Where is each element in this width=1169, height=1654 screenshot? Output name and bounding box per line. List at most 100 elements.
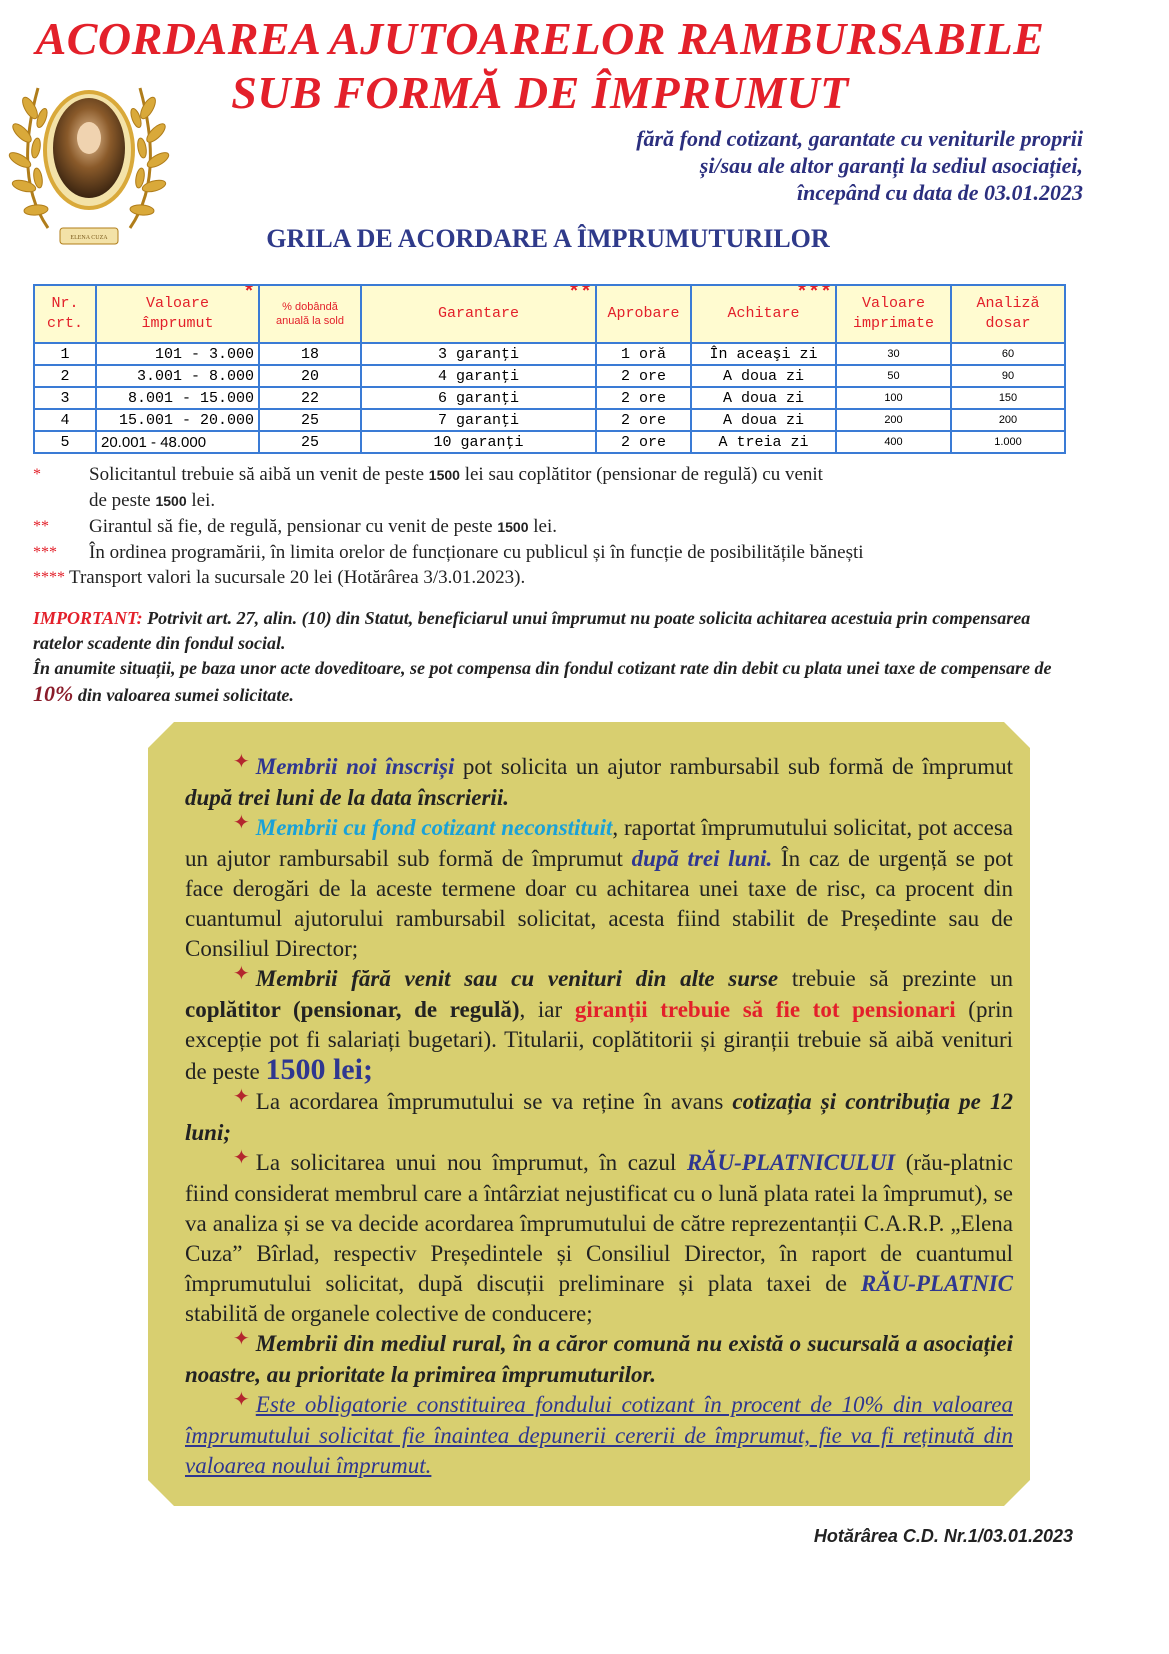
condition-paragraph: ✦ La solicitarea unui nou împrumut, în ca…	[185, 1147, 1013, 1329]
star-bullet-icon: ✦	[233, 1147, 250, 1169]
footnote-stars: ***	[795, 285, 832, 305]
logo-ribbon-text: ELENA CUZA	[70, 235, 108, 241]
condition-paragraph: ✦ Membrii din mediul rural, în a căror co…	[185, 1328, 1013, 1390]
column-header: Analiză dosar	[950, 284, 1066, 344]
table-cell: 8.001 - 15.000	[95, 386, 260, 410]
footnote-text: de peste	[89, 490, 156, 511]
table-cell: 2 ore	[595, 430, 692, 454]
paragraph-segment: Membrii noi înscriși	[255, 754, 455, 779]
paragraph-segment: pot solicita un ajutor rambursabil sub f…	[454, 754, 1014, 779]
table-cell: 2 ore	[595, 364, 692, 388]
footnotes: * Solicitantul trebuie să aibă un venit d…	[33, 462, 1033, 590]
laurel-portrait-logo-icon: ELENA CUZA	[8, 87, 172, 245]
footnote-marker: ****	[33, 569, 65, 586]
footnote-text: lei sau coplătitor (pensionar de regulă)…	[459, 464, 823, 485]
table-row: 4 15.001 - 20.000 25 7 garanţi 2 ore A doua z…	[33, 408, 1066, 432]
column-header: Garantare **	[360, 284, 597, 344]
table-row: 2 3.001 - 8.000 20 4 garanţi 2 ore A doua zi 5…	[33, 364, 1066, 388]
paragraph-segment: stabilită de organele colective de condu…	[185, 1301, 593, 1326]
table-cell: 3 garanţi	[360, 342, 597, 366]
table-cell: 2 ore	[595, 408, 692, 432]
table-cell: 2	[33, 364, 97, 388]
footnote-marker: ***	[33, 544, 57, 561]
table-cell: 60	[950, 342, 1066, 366]
table-cell: 3	[33, 386, 97, 410]
important-text: Potrivit art. 27, alin. (10) din Statut,…	[33, 608, 1031, 653]
table-cell: 5	[33, 430, 97, 454]
conditions-box	[148, 722, 1030, 1506]
table-cell: 15.001 - 20.000	[95, 408, 260, 432]
header-label: dosar	[985, 315, 1031, 332]
paragraph-segment: cotizația și contribuția pe 12 luni;	[185, 1089, 1013, 1145]
table-cell: 7 garanţi	[360, 408, 597, 432]
paragraph-segment: Membrii cu fond cotizant neconstituit	[255, 815, 613, 840]
subtitle-line2: și/sau ale altor garanți la sediul asoci…	[699, 153, 1083, 178]
paragraph-segment: RĂU-PLATNICULUI	[686, 1150, 896, 1175]
star-bullet-icon: ✦	[233, 1328, 250, 1350]
footnote-1: * Solicitantul trebuie să aibă un venit d…	[33, 462, 1033, 514]
paragraph-segment: (rău-platnic fiind considerat membrul ca…	[185, 1150, 1013, 1296]
paragraph-segment: 1500 lei;	[265, 1053, 373, 1086]
table-cell: 22	[258, 386, 362, 410]
table-cell: 50	[835, 364, 952, 388]
table-cell: 4 garanţi	[360, 364, 597, 388]
star-bullet-icon: ✦	[233, 1086, 250, 1108]
table-cell: 25	[258, 430, 362, 454]
table-cell: A doua zi	[690, 364, 837, 388]
header-label: împrumut	[141, 315, 214, 332]
paragraph-segment: după trei luni.	[631, 846, 773, 871]
paragraph-segment: La acordarea împrumutului se va reține î…	[255, 1089, 733, 1114]
table-cell: 400	[835, 430, 952, 454]
table-cell: A treia zi	[690, 430, 837, 454]
header-label: Nr.	[51, 295, 79, 312]
header-label: imprimate	[852, 315, 934, 332]
footnote-4: **** Transport valori la sucursale 20 lei…	[33, 565, 1033, 590]
footnote-number: 1500	[497, 519, 529, 535]
table-row: 3 8.001 - 15.000 22 6 garanţi 2 ore A doua zi…	[33, 386, 1066, 410]
table-header-row: Nr. crt. Valoare împrumut * % dobândă anuală l…	[33, 284, 1066, 344]
table-cell: 101 - 3.000	[95, 342, 260, 366]
table-cell: A doua zi	[690, 386, 837, 410]
column-header: % dobândă anuală la sold	[258, 284, 362, 344]
footnote-3: *** În ordinea programării, în limita ore…	[33, 540, 1033, 565]
paragraph-segment: Este obligatorie constituirea fondului c…	[185, 1392, 1013, 1478]
header-label: Analiză	[976, 295, 1040, 312]
important-notice: IMPORTANT: Potrivit art. 27, alin. (10) …	[33, 606, 1053, 708]
paragraph-segment: giranții trebuie să fie tot pensionari	[574, 997, 956, 1022]
table-cell: 1 oră	[595, 342, 692, 366]
paragraph-segment: , iar	[519, 997, 575, 1022]
star-bullet-icon: ✦	[233, 751, 250, 773]
star-bullet-icon: ✦	[233, 963, 250, 985]
condition-paragraph: ✦ Este obligatorie constituirea fondului …	[185, 1389, 1013, 1481]
paragraph-segment: trebuie să prezinte un	[778, 966, 1013, 991]
association-logo: ELENA CUZA	[8, 68, 172, 258]
table-cell: 2 ore	[595, 386, 692, 410]
paragraph-segment: Membrii din mediul rural, în a căror com…	[185, 1331, 1013, 1387]
condition-paragraph: ✦ Membrii cu fond cotizant neconstituit, …	[185, 812, 1014, 964]
loan-grid-table: Nr. crt. Valoare împrumut * % dobândă anuală l…	[33, 284, 1066, 454]
header-label: Achitare	[727, 305, 800, 322]
grid-title: GRILA DE ACORDARE A ÎMPRUMUTURILOR	[266, 224, 830, 253]
paragraph-segment: RĂU-PLATNIC	[860, 1271, 1013, 1296]
star-bullet-icon: ✦	[233, 812, 250, 834]
header-label: % dobândă	[282, 301, 338, 313]
footnote-text: Transport valori la sucursale 20 lei (Ho…	[69, 567, 526, 588]
header-label: Aprobare	[607, 305, 680, 322]
conditions-text: ✦ Membrii noi înscriși pot solicita un aj…	[185, 751, 1014, 1481]
footnote-text: lei.	[186, 490, 216, 511]
footnote-text: În ordinea programării, în limita orelor…	[89, 542, 864, 563]
header-label: Garantare	[437, 305, 519, 322]
paragraph-segment: În caz de urgență se pot face derogări d…	[185, 846, 1013, 961]
table-cell: 100	[835, 386, 952, 410]
important-percent: 10%	[33, 681, 74, 706]
important-label: IMPORTANT:	[33, 608, 143, 628]
table-cell: 30	[835, 342, 952, 366]
paragraph-segment: , raportat împrumutului solicitat, pot a…	[185, 815, 1014, 871]
footnote-stars: **	[567, 285, 592, 305]
footnote-2: ** Girantul să fie, de regulă, pensionar …	[33, 514, 1033, 540]
header-label: crt.	[46, 315, 83, 332]
column-header: Valoare împrumut *	[95, 284, 260, 344]
footnote-stars: *	[242, 285, 255, 305]
table-cell: 20.001 - 48.000	[95, 430, 260, 454]
subtitle-line1: fără fond cotizant, garantate cu venitur…	[636, 126, 1083, 151]
